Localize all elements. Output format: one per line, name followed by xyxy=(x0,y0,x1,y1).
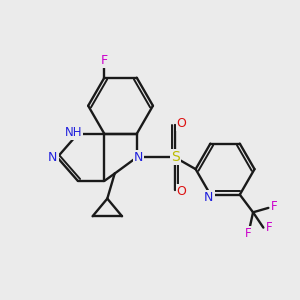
Text: NH: NH xyxy=(65,126,82,139)
Text: N: N xyxy=(134,151,143,164)
Text: O: O xyxy=(177,117,186,130)
Text: S: S xyxy=(171,150,179,164)
Text: N: N xyxy=(48,151,58,164)
Text: F: F xyxy=(271,200,278,213)
Text: N: N xyxy=(204,191,214,204)
Text: F: F xyxy=(101,53,108,67)
Text: O: O xyxy=(177,185,186,198)
Text: F: F xyxy=(266,221,273,234)
Text: F: F xyxy=(245,227,251,240)
